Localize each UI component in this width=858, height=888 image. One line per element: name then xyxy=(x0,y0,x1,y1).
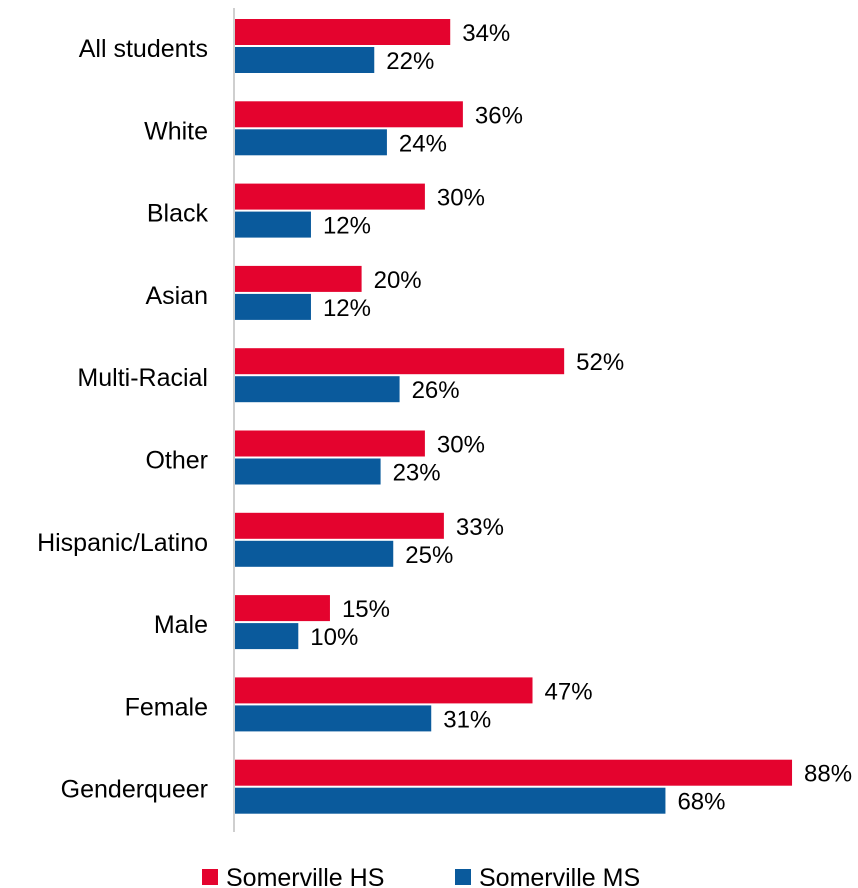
bar-ms-female xyxy=(235,705,432,732)
bar-hs-other xyxy=(235,430,425,457)
category-label-white: White xyxy=(144,117,208,145)
category-labels-group: All students White Black Asian Multi-Racial O… xyxy=(37,35,208,804)
bar-ms-multi-racial xyxy=(235,376,400,403)
legend-label-hs: Somerville HS xyxy=(226,864,384,888)
value-label-hs-hispanic-latino: 33% xyxy=(456,514,504,541)
value-label-hs-white: 36% xyxy=(475,102,523,129)
value-label-ms-multi-racial: 26% xyxy=(412,377,460,404)
bar-hs-black xyxy=(235,183,425,210)
value-label-hs-all-students: 34% xyxy=(462,20,510,47)
value-label-ms-asian: 12% xyxy=(323,295,371,322)
value-label-hs-female: 47% xyxy=(545,678,593,705)
legend-swatch-ms xyxy=(455,869,471,885)
category-label-other: Other xyxy=(145,447,208,475)
bar-hs-asian xyxy=(235,265,362,292)
category-label-hispanic-latino: Hispanic/Latino xyxy=(37,529,208,557)
legend-swatch-hs xyxy=(202,869,218,885)
category-label-asian: Asian xyxy=(145,282,208,310)
bars-group xyxy=(235,19,793,814)
bar-ms-white xyxy=(235,129,387,156)
value-label-ms-hispanic-latino: 25% xyxy=(405,542,453,569)
bar-ms-male xyxy=(235,623,299,650)
bar-ms-genderqueer xyxy=(235,787,666,814)
value-label-hs-black: 30% xyxy=(437,185,485,212)
bar-hs-white xyxy=(235,101,463,128)
bar-hs-male xyxy=(235,595,330,622)
bar-ms-hispanic-latino xyxy=(235,540,394,567)
value-label-ms-all-students: 22% xyxy=(386,48,434,75)
bar-ms-black xyxy=(235,211,311,238)
value-label-ms-other: 23% xyxy=(393,460,441,487)
value-label-hs-multi-racial: 52% xyxy=(576,349,624,376)
value-label-hs-genderqueer: 88% xyxy=(804,761,852,788)
bar-hs-hispanic-latino xyxy=(235,512,444,539)
category-label-female: Female xyxy=(125,693,208,721)
value-label-ms-genderqueer: 68% xyxy=(677,789,725,816)
bar-ms-all-students xyxy=(235,47,375,73)
bar-hs-all-students xyxy=(235,19,451,45)
value-label-ms-white: 24% xyxy=(399,130,447,157)
bar-ms-asian xyxy=(235,293,311,320)
category-label-multi-racial: Multi-Racial xyxy=(77,364,208,392)
category-label-all-students: All students xyxy=(79,35,208,63)
value-label-ms-male: 10% xyxy=(310,624,358,651)
value-labels-group: 34%22%36%24%30%12%20%12%52%26%30%23%33%2… xyxy=(310,20,852,816)
value-label-hs-asian: 20% xyxy=(374,267,422,294)
legend-label-ms: Somerville MS xyxy=(479,864,640,888)
category-label-male: Male xyxy=(154,611,208,639)
category-label-black: Black xyxy=(147,200,209,228)
value-label-ms-female: 31% xyxy=(443,706,491,733)
bar-ms-other xyxy=(235,458,381,485)
bar-hs-female xyxy=(235,677,533,704)
value-label-hs-male: 15% xyxy=(342,596,390,623)
legend: Somerville HS Somerville MS xyxy=(202,864,640,888)
value-label-hs-other: 30% xyxy=(437,432,485,459)
category-label-genderqueer: Genderqueer xyxy=(61,776,208,804)
bar-hs-multi-racial xyxy=(235,348,565,375)
bar-hs-genderqueer xyxy=(235,759,793,786)
value-label-ms-black: 12% xyxy=(323,213,371,240)
